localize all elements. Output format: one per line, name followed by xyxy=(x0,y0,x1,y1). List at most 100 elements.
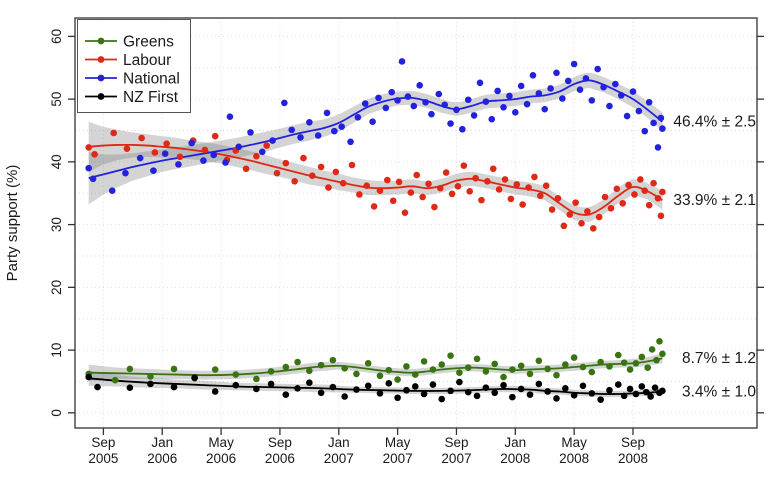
poll-point xyxy=(472,174,479,182)
poll-point xyxy=(353,370,360,378)
poll-point xyxy=(607,204,615,212)
poll-point xyxy=(537,192,544,200)
y-axis-title: Party support (%) xyxy=(4,165,21,282)
poll-point xyxy=(425,180,432,188)
poll-point xyxy=(659,125,666,132)
poll-point xyxy=(429,381,437,388)
poll-point xyxy=(489,165,497,173)
legend-item-nz-first: NZ First xyxy=(85,89,179,106)
poll-point xyxy=(331,127,338,135)
poll-point xyxy=(394,376,401,383)
poll-point xyxy=(435,90,443,98)
poll-point xyxy=(657,212,665,220)
poll-point xyxy=(369,118,376,126)
poll-point xyxy=(385,380,393,387)
poll-point xyxy=(578,220,585,227)
poll-point xyxy=(641,127,649,135)
poll-point xyxy=(447,352,454,360)
poll-point xyxy=(232,381,240,389)
poll-point xyxy=(488,115,496,123)
poll-point xyxy=(612,80,619,88)
poll-point xyxy=(495,186,503,193)
poll-point xyxy=(163,140,170,147)
poll-point xyxy=(566,211,574,218)
poll-point xyxy=(459,125,466,133)
poll-point xyxy=(232,371,240,378)
poll-point xyxy=(361,100,369,107)
poll-point xyxy=(464,388,472,396)
confidence-band-labour xyxy=(88,121,663,223)
poll-point xyxy=(464,96,472,104)
trend-line-nz-first xyxy=(88,377,663,395)
legend-label: Labour xyxy=(123,52,171,69)
poll-point xyxy=(442,169,450,176)
y-tick-label: 60 xyxy=(49,29,64,44)
poll-point xyxy=(420,390,428,398)
poll-point xyxy=(329,356,337,364)
legend-item-national: National xyxy=(85,71,180,88)
poll-point xyxy=(356,191,363,198)
poll-point xyxy=(600,83,607,91)
scatter-national xyxy=(85,58,666,195)
poll-point xyxy=(422,98,429,106)
plot-layer xyxy=(85,58,666,403)
poll-point xyxy=(363,182,371,190)
poll-point xyxy=(544,365,551,373)
poll-point xyxy=(651,384,659,392)
poll-point xyxy=(282,391,290,398)
poll-point xyxy=(562,385,569,392)
poll-point xyxy=(291,178,298,185)
poll-point xyxy=(175,161,182,168)
poll-point xyxy=(478,196,485,204)
poll-point xyxy=(122,169,129,177)
poll-point xyxy=(353,386,360,393)
poll-point xyxy=(632,359,640,367)
poll-point xyxy=(482,368,490,375)
poll-point xyxy=(147,380,154,388)
poll-point xyxy=(544,388,551,395)
chart-dynamic-layer: 0102030405060Sep2005Jan2006May2006Sep200… xyxy=(49,17,764,466)
poll-point xyxy=(170,365,178,373)
poll-point xyxy=(659,387,666,395)
poll-point xyxy=(247,129,254,136)
poll-point xyxy=(648,346,656,353)
poll-point xyxy=(150,167,157,174)
poll-point xyxy=(511,108,519,116)
x-tick-label-year: 2008 xyxy=(500,451,530,466)
annotation-greens: 8.7% ± 1.2 xyxy=(682,350,756,367)
poll-point xyxy=(281,99,288,107)
poll-point xyxy=(525,184,532,191)
y-tick-label: 50 xyxy=(49,92,64,107)
poll-point xyxy=(579,363,587,371)
poll-point xyxy=(210,151,218,159)
poll-point xyxy=(535,357,543,365)
poll-point xyxy=(582,75,590,82)
poll-point xyxy=(306,119,313,126)
x-tick-label-year: 2007 xyxy=(441,451,471,466)
poll-point xyxy=(659,350,666,358)
poll-point xyxy=(645,98,653,106)
poll-point xyxy=(657,114,665,122)
poll-point xyxy=(111,376,119,384)
poll-point xyxy=(473,392,481,400)
poll-point xyxy=(419,193,426,201)
poll-point xyxy=(394,394,401,402)
poll-point xyxy=(448,190,456,198)
poll-point xyxy=(606,363,613,370)
poll-point xyxy=(606,102,613,110)
poll-point xyxy=(572,199,579,206)
poll-point xyxy=(617,92,625,99)
poll-point xyxy=(620,392,628,400)
x-tick-label-month: Sep xyxy=(91,435,115,450)
poll-point xyxy=(523,100,531,108)
poll-point xyxy=(548,206,556,213)
poll-point xyxy=(641,187,649,195)
x-tick-label-year: 2008 xyxy=(618,451,648,466)
annotation-nz-first: 3.4% ± 1.0 xyxy=(682,383,756,400)
poll-point xyxy=(226,113,234,120)
poll-point xyxy=(638,353,646,361)
poll-point xyxy=(482,384,490,392)
poll-point xyxy=(294,385,301,392)
poll-point xyxy=(404,93,412,100)
